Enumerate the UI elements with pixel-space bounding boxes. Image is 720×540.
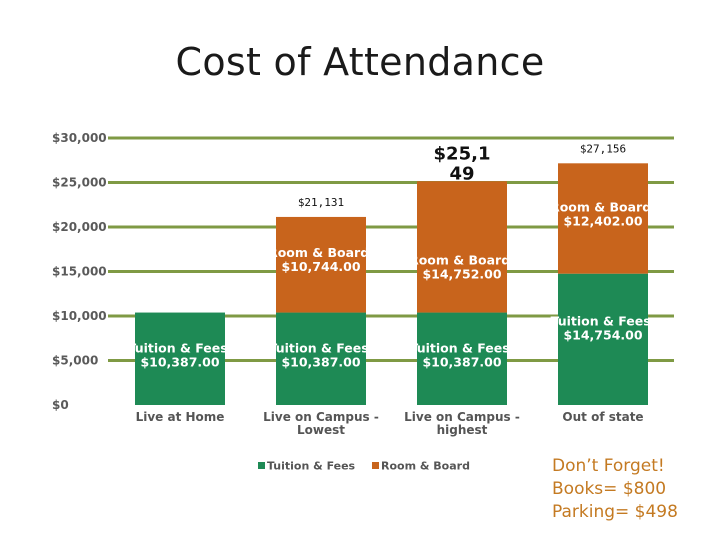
y-tick-label: $0 — [52, 398, 69, 412]
category-label: Lowest — [297, 423, 345, 437]
bar-room-2 — [417, 181, 507, 313]
bar-tuition-3 — [558, 273, 648, 405]
y-tick-label: $25,000 — [52, 176, 107, 190]
category-label: Live at Home — [136, 410, 225, 424]
reminder-note: Don’t Forget! Books= $800 Parking= $498 — [552, 455, 678, 524]
slide-title: Cost of Attendance — [175, 40, 545, 84]
segment-label-name: Tuition & Fees, — [551, 314, 656, 329]
note-line-heading: Don’t Forget! — [552, 456, 665, 476]
legend-swatch — [372, 462, 379, 469]
y-tick-label: $30,000 — [52, 131, 107, 145]
segment-label-name: Room & Board, — [409, 252, 515, 267]
legend-swatch — [258, 462, 265, 469]
segment-label-value: $10,387.00 — [281, 355, 360, 370]
y-tick-label: $15,000 — [52, 265, 107, 279]
total-label: $21,131 — [298, 196, 344, 209]
total-label: $27,156 — [580, 142, 626, 155]
note-line-parking: Parking= $498 — [552, 502, 678, 522]
segment-label-name: Tuition & Fees, — [128, 341, 233, 356]
segment-label-value: $14,752.00 — [422, 266, 501, 281]
segment-label-value: $10,387.00 — [140, 355, 219, 370]
y-tick-label: $10,000 — [52, 309, 107, 323]
category-label: Live on Campus - — [263, 410, 379, 424]
category-label: highest — [437, 423, 488, 437]
total-label: $25,1 — [434, 143, 491, 164]
legend-label: Room & Board — [381, 460, 470, 473]
category-label: Out of state — [562, 410, 643, 424]
segment-label-value: $10,744.00 — [281, 259, 360, 274]
segment-label-value: $14,754.00 — [563, 328, 642, 343]
y-tick-label: $5,000 — [52, 354, 98, 368]
segment-label-name: Tuition & Fees, — [269, 341, 374, 356]
y-tick-label: $20,000 — [52, 220, 107, 234]
bar-room-1 — [276, 216, 366, 313]
segment-label-value: $10,387.00 — [422, 355, 501, 370]
segment-label-name: Tuition & Fees, — [410, 341, 515, 356]
category-label: Live on Campus - — [404, 410, 520, 424]
segment-label-name: Room & Board, — [268, 245, 374, 260]
bar-tuition-0 — [135, 312, 225, 405]
segment-label-name: Room & Board, — [550, 199, 656, 214]
legend-label: Tuition & Fees — [267, 460, 356, 473]
bar-tuition-1 — [276, 312, 366, 405]
bar-room-3 — [558, 163, 648, 274]
note-line-books: Books= $800 — [552, 479, 667, 499]
bar-tuition-2 — [417, 312, 507, 405]
segment-label-value: $12,402.00 — [563, 213, 642, 228]
total-label: 49 — [449, 163, 474, 184]
